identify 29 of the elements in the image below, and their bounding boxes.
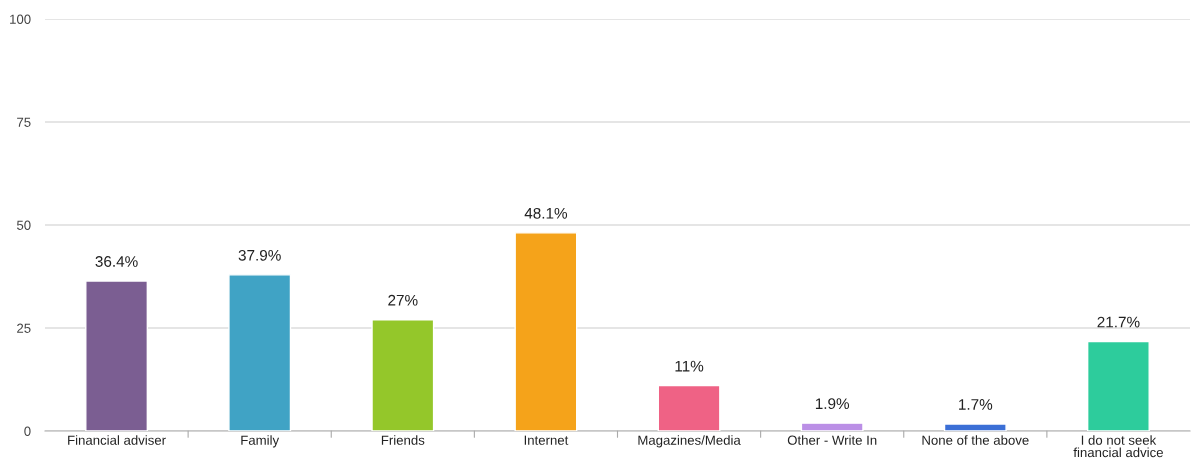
data-label: 1.7% — [959, 399, 993, 410]
x-tick-label: Financial adviser — [68, 435, 166, 445]
x-tick-label: Internet — [524, 435, 569, 445]
x-tick-label: Family — [241, 435, 280, 448]
x-tick-label: Magazines/Media — [638, 435, 741, 448]
data-label: 21.7% — [1097, 316, 1140, 328]
data-label: 11% — [675, 360, 704, 372]
x-tick-label: Friends — [381, 435, 425, 445]
bar — [800, 422, 864, 431]
x-tick-label: None of the above — [922, 435, 1029, 445]
bar — [371, 319, 435, 431]
x-tick-label: Other - Write In — [787, 435, 877, 445]
data-label: 48.1% — [524, 207, 568, 219]
data-label: 1.9% — [815, 398, 850, 410]
bar — [1086, 340, 1150, 431]
y-tick-label: 100 — [10, 14, 31, 24]
data-label: 37.9% — [238, 249, 281, 261]
bar — [657, 384, 721, 431]
data-label: 27% — [388, 294, 418, 306]
bar — [85, 280, 149, 431]
bar — [514, 232, 578, 431]
y-tick-label: 0 — [24, 426, 31, 436]
y-tick-label: 75 — [17, 117, 31, 127]
bar — [228, 274, 292, 431]
data-label: 36.4% — [95, 256, 138, 267]
x-tick-label: I do not seek financial advice — [1073, 435, 1163, 458]
bar — [943, 423, 1007, 431]
y-tick-label: 25 — [17, 323, 31, 333]
y-tick-label: 50 — [16, 220, 31, 230]
